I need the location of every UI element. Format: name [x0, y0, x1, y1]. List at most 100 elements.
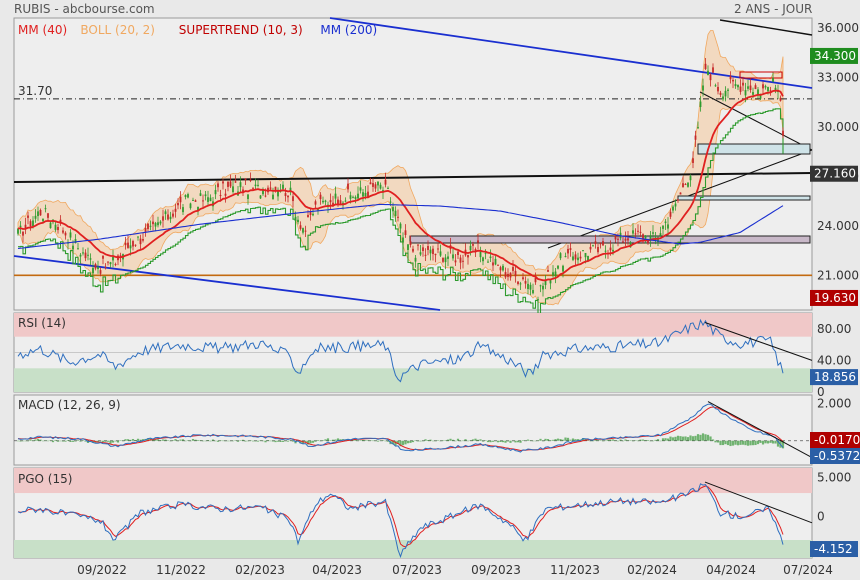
candle-body — [392, 207, 394, 212]
macd-hist-bar — [41, 440, 45, 442]
candle-body — [702, 85, 704, 91]
candle-body — [499, 267, 502, 271]
candle-body — [529, 284, 532, 290]
candle-body — [234, 181, 237, 183]
candle-body — [549, 280, 552, 284]
macd-hist-bar — [519, 440, 522, 443]
macd-hist-bar — [151, 440, 155, 441]
macd-hist-bar — [234, 440, 237, 441]
candle-body — [594, 241, 597, 245]
macd-hist-bar — [316, 440, 320, 441]
macd-hist-bar — [741, 440, 745, 445]
macd-hist-bar — [674, 436, 677, 441]
macd-hist-bar — [424, 439, 427, 441]
macd-hist-bar — [154, 438, 157, 441]
macd-line — [17, 403, 784, 453]
macd-hist-bar — [531, 440, 535, 442]
macd-hist-bar — [641, 439, 645, 441]
candle-body — [192, 199, 194, 201]
candle-body — [682, 183, 684, 188]
candle-body — [169, 216, 172, 220]
candle-body — [389, 201, 392, 203]
macd-hist-bar — [119, 440, 122, 441]
candle-body — [172, 213, 174, 217]
pgo-signal-line — [17, 485, 784, 548]
price-tick-label: 24.000 — [817, 219, 859, 233]
candle-body — [144, 227, 147, 232]
candle-body — [637, 230, 639, 232]
macd-hist-bar — [601, 440, 605, 442]
candle-body — [699, 101, 702, 108]
macd-hist-bar — [624, 439, 627, 441]
candle-body — [672, 206, 674, 211]
candle-body — [179, 196, 182, 203]
macd-hist-bar — [761, 440, 765, 445]
macd-hist-bar — [361, 439, 365, 441]
candle-body — [782, 130, 784, 136]
macd-hist-bar — [334, 439, 337, 441]
candle-body — [139, 238, 142, 245]
candle-body — [219, 195, 222, 197]
macd-hist-bar — [634, 440, 637, 441]
candle-body — [372, 183, 374, 187]
macd-hist-bar — [314, 440, 317, 442]
candle-body — [487, 261, 489, 263]
macd-signal-line — [17, 406, 784, 452]
macd-hist-bar — [369, 440, 372, 441]
macd-hist-bar — [559, 439, 562, 441]
candle-body — [349, 195, 352, 199]
macd-hist-bar — [444, 440, 447, 441]
macd-hist-bar — [494, 440, 497, 442]
top-trendline — [719, 19, 813, 36]
macd-hist-bar — [374, 440, 377, 442]
candle-body — [417, 244, 419, 246]
candle-body — [54, 224, 57, 230]
macd-hist-bar — [224, 440, 227, 442]
macd-hist-bar — [501, 440, 505, 443]
macd-hist-bar — [114, 440, 117, 442]
macd-hist-bar — [686, 437, 690, 441]
candle-body — [142, 239, 144, 241]
macd-hist-bar — [204, 440, 207, 442]
candle-body — [729, 75, 732, 80]
macd-hist-bar — [611, 439, 615, 441]
macd-hist-bar — [711, 439, 715, 441]
candle-body — [599, 243, 602, 245]
macd-hist-bar — [331, 439, 335, 441]
macd-hist-bar — [554, 439, 557, 441]
macd-hist-bar — [719, 440, 722, 446]
macd-hist-bar — [409, 440, 412, 443]
macd-hist-bar — [276, 440, 280, 442]
candle-body — [72, 245, 74, 250]
rsi-oversold-zone — [14, 368, 812, 392]
x-axis-label: 09/2022 — [77, 563, 127, 577]
candle-body — [427, 246, 429, 250]
macd-hist-bar — [309, 440, 312, 444]
macd-hist-bar — [61, 440, 65, 442]
macd-hist-bar — [566, 437, 570, 441]
macd-hist-bar — [319, 440, 322, 442]
candle-body — [387, 187, 389, 189]
chart-period-label: 2 ANS - JOUR — [734, 2, 813, 16]
candle-body — [629, 242, 632, 248]
macd-hist-bar — [596, 440, 600, 441]
candle-body — [477, 240, 479, 243]
candle-body — [399, 223, 402, 229]
macd-hist-bar — [429, 439, 432, 441]
zone-box-red — [739, 71, 783, 79]
mm200-line — [17, 203, 784, 250]
candle-body — [539, 285, 542, 287]
candle-body — [252, 187, 254, 189]
candle-body — [659, 233, 662, 236]
macd-hist-bar — [739, 440, 742, 445]
macd-hist-bar — [691, 436, 695, 441]
legend-item-1: BOLL (20, 2) — [80, 23, 155, 37]
macd-hist-bar — [644, 440, 647, 441]
candle-body — [717, 86, 719, 92]
candle-body — [299, 225, 302, 229]
candle-body — [434, 253, 437, 256]
macd-hist-bar — [376, 440, 380, 442]
macd-hist-bar — [486, 440, 490, 443]
pgo-title: PGO (15) — [18, 472, 72, 486]
x-axis-label: 09/2023 — [471, 563, 521, 577]
